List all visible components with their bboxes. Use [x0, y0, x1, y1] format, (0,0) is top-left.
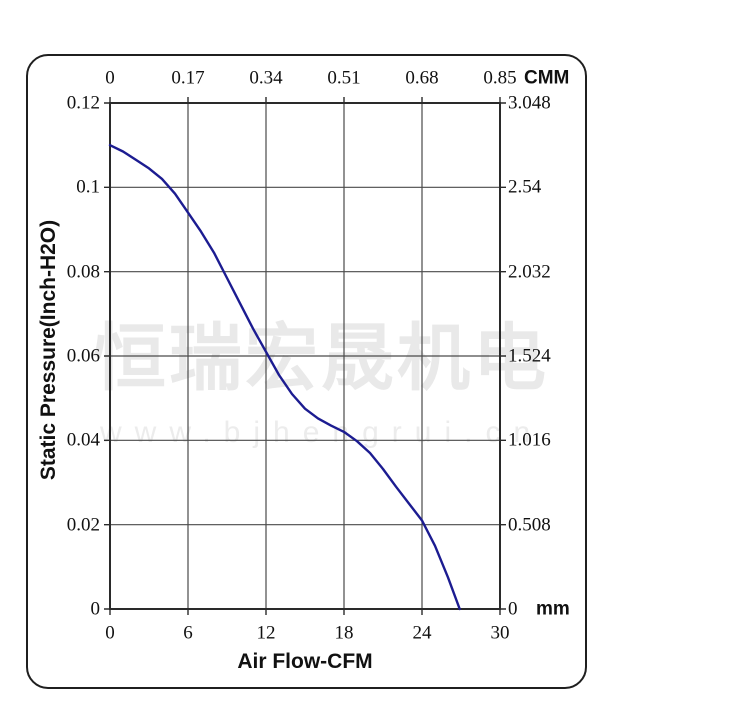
- top-axis-unit-label: CMM: [524, 67, 570, 89]
- gridlines: [110, 103, 500, 609]
- watermark-company-text: 恒瑞宏晟机电: [93, 318, 549, 399]
- watermark-url-text: www.bjhengrui.cn: [100, 416, 544, 449]
- x-axis-title: Air Flow-CFM: [237, 650, 373, 673]
- y-axis-title: Static Pressure(Inch-H2O): [37, 219, 60, 481]
- pressure-airflow-curve: [108, 144, 461, 611]
- right-axis-unit-label: mm: [536, 598, 570, 620]
- plot-frame: [109, 102, 501, 610]
- axis-tick-marks: [104, 97, 506, 615]
- chart-border-frame: [26, 54, 587, 689]
